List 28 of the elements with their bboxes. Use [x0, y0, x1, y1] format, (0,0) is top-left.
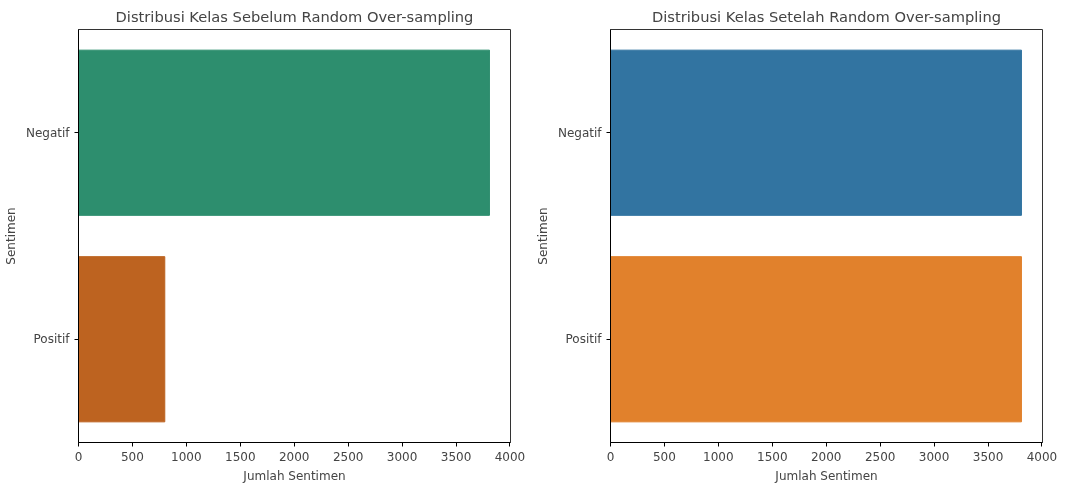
x-tick-label: 2000 — [810, 449, 842, 464]
y-tick-label: Negatif — [25, 125, 71, 140]
x-tick-label: 3000 — [918, 449, 950, 464]
y-axis-title: Sentimen — [3, 207, 18, 265]
y-tick-label: Negatif — [557, 125, 603, 140]
x-axis-title: Jumlah Sentimen — [774, 468, 878, 483]
x-tick-label: 3000 — [386, 449, 418, 464]
x-tick-label: 3500 — [972, 449, 1004, 464]
x-tick-label: 4000 — [1026, 449, 1058, 464]
x-tick-label: 500 — [652, 449, 676, 464]
y-axis-title: Sentimen — [535, 207, 550, 265]
x-axis-title: Jumlah Sentimen — [242, 468, 346, 483]
x-tick-label: 2500 — [332, 449, 364, 464]
chart-title: Distribusi Kelas Setelah Random Over-sampling — [652, 7, 1002, 25]
x-tick-label: 500 — [120, 449, 144, 464]
x-tick-label: 0 — [74, 449, 83, 464]
x-tick-label: 2500 — [864, 449, 896, 464]
x-tick-label: 4000 — [494, 449, 526, 464]
x-tick-label: 1500 — [225, 449, 256, 464]
x-tick-label: 0 — [606, 449, 615, 464]
x-tick-label: 2000 — [278, 449, 310, 464]
x-tick-label: 3500 — [440, 449, 472, 464]
x-tick-label: 1500 — [757, 449, 788, 464]
chart-title: Distribusi Kelas Sebelum Random Over-sampling — [115, 7, 474, 25]
x-tick-label: 1000 — [703, 449, 734, 464]
y-tick-label: Positif — [33, 332, 71, 347]
x-tick-label: 1000 — [171, 449, 202, 464]
y-tick-label: Positif — [565, 332, 603, 347]
